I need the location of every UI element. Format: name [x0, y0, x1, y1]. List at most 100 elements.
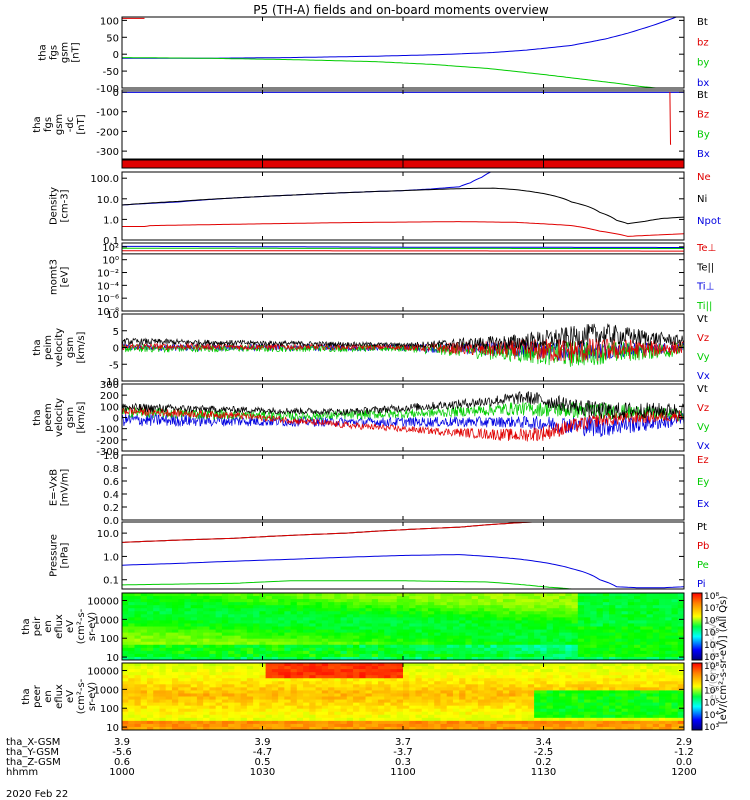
heat-cell	[246, 629, 254, 634]
heat-cell	[615, 726, 623, 730]
heat-cell	[328, 702, 335, 707]
heat-cell	[353, 726, 360, 730]
heat-cell	[203, 617, 210, 621]
heat-cell	[602, 638, 610, 643]
heat-cell	[396, 656, 404, 660]
heat-cell	[652, 681, 660, 685]
heat-cell	[140, 632, 148, 637]
heat-cell	[240, 608, 248, 612]
heat-cell	[321, 705, 329, 710]
heat-cell	[290, 726, 298, 730]
heat-cell	[365, 632, 373, 637]
heat-cell	[490, 678, 498, 682]
heat-cell	[203, 623, 210, 627]
heat-cell	[627, 681, 635, 685]
y-axis-label-line: tha	[32, 116, 43, 132]
heat-cell	[496, 684, 504, 688]
heat-cell	[521, 599, 529, 603]
heat-cell	[665, 678, 673, 682]
heat-cell	[203, 635, 210, 640]
heat-cell	[452, 663, 460, 667]
heat-cell	[390, 626, 398, 631]
heat-cell	[559, 614, 566, 618]
heat-cell	[153, 656, 160, 660]
heat-cell	[171, 623, 179, 627]
heat-cell	[334, 626, 342, 631]
heat-cell	[359, 669, 367, 673]
heat-cell	[215, 702, 223, 707]
heat-cell	[278, 596, 285, 600]
heat-cell	[602, 726, 610, 730]
heat-cell	[215, 675, 223, 679]
heat-cell	[652, 644, 660, 649]
heat-cell	[221, 614, 229, 618]
heat-cell	[396, 690, 404, 694]
heat-cell	[215, 629, 223, 634]
x-tick-value: 0.3	[395, 757, 411, 768]
heat-cell	[484, 663, 491, 667]
heat-cell	[334, 702, 342, 707]
heat-cell	[559, 605, 566, 609]
heat-cell	[634, 593, 641, 597]
heat-cell	[584, 626, 591, 631]
heat-cell	[590, 702, 598, 707]
heat-cell	[359, 684, 367, 688]
heat-cell	[190, 623, 198, 627]
heat-cell	[521, 681, 529, 685]
heat-cell	[427, 593, 435, 597]
heat-cell	[421, 720, 429, 725]
heat-cell	[296, 705, 304, 710]
heat-cell	[415, 684, 423, 688]
heat-cell	[596, 632, 604, 637]
heat-cell	[465, 593, 473, 597]
heat-cell	[221, 602, 229, 606]
heat-cell	[178, 617, 185, 621]
heat-cell	[534, 684, 541, 688]
heat-cell	[122, 632, 129, 637]
heat-cell	[253, 653, 260, 658]
heat-cell	[265, 650, 273, 655]
heat-cell	[640, 647, 648, 652]
heat-cell	[321, 675, 329, 679]
heat-cell	[203, 599, 210, 603]
heat-cell	[534, 602, 541, 606]
y-tick-label: 200	[100, 391, 119, 402]
heat-cell	[265, 647, 273, 652]
heat-cell	[634, 653, 641, 658]
heat-cell	[178, 605, 185, 609]
heat-cell	[390, 684, 398, 688]
heat-cell	[577, 690, 585, 694]
heat-cell	[596, 690, 604, 694]
heat-cell	[446, 641, 454, 646]
colorbar-tick-label: 10⁷	[704, 604, 719, 614]
heat-cell	[315, 666, 323, 670]
heat-cell	[321, 687, 329, 691]
heat-cell	[159, 611, 167, 615]
heat-cell	[403, 696, 410, 701]
heat-cell	[403, 656, 410, 660]
heat-cell	[384, 623, 392, 627]
heat-cell	[434, 726, 441, 730]
heat-cell	[415, 702, 423, 707]
heat-cell	[571, 693, 579, 697]
heat-cell	[403, 641, 410, 646]
colorbars: 10⁸10⁷10⁶10⁵10⁴10³10⁸10⁷10⁶10⁵10⁴10³[eV/…	[691, 592, 729, 733]
heat-cell	[184, 726, 192, 730]
heat-cell	[559, 638, 566, 643]
heat-cell	[609, 614, 616, 618]
heat-cell	[640, 632, 648, 637]
heat-cell	[677, 705, 684, 710]
heat-cell	[234, 599, 242, 603]
heat-cell	[584, 669, 591, 673]
heat-cell	[559, 726, 566, 730]
heat-cell	[477, 678, 485, 682]
heat-cell	[621, 638, 629, 643]
heat-cell	[652, 650, 660, 655]
heat-cell	[665, 608, 673, 612]
heat-cell	[246, 702, 254, 707]
heat-cell	[534, 629, 541, 634]
heat-cell	[215, 593, 223, 597]
heat-cell	[627, 717, 635, 722]
heat-cell	[159, 596, 167, 600]
heat-cell	[465, 605, 473, 609]
